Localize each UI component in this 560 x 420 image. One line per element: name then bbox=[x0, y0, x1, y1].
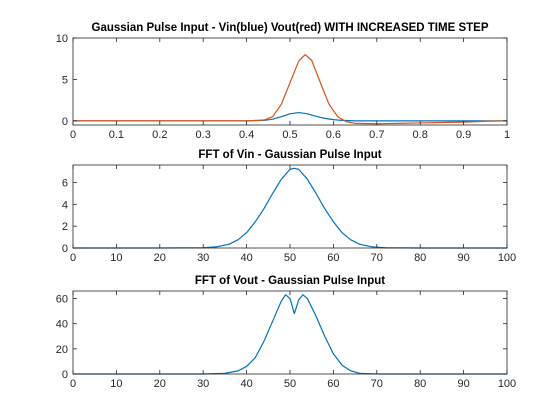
subplot-2-y-tick-label: 4 bbox=[62, 199, 68, 211]
subplot-3-x-tick-label: 90 bbox=[457, 378, 469, 390]
subplot-3-y-tick-label: 40 bbox=[56, 319, 68, 331]
subplot-2-x-tick-label: 30 bbox=[197, 252, 209, 264]
subplot-1-series-1-line bbox=[73, 113, 507, 121]
subplot-2-x-tick-label: 20 bbox=[154, 252, 166, 264]
subplot-1-x-tick-label: 0.6 bbox=[326, 129, 341, 141]
subplot-3-x-tick-label: 40 bbox=[240, 378, 252, 390]
subplot-2-y-tick-label: 2 bbox=[62, 221, 68, 233]
subplot-3-x-tick-label: 70 bbox=[371, 378, 383, 390]
subplot-1-x-tick-label: 0.3 bbox=[196, 129, 211, 141]
subplot-3-y-tick-label: 20 bbox=[56, 344, 68, 356]
subplot-2-x-tick-label: 60 bbox=[327, 252, 339, 264]
subplot-2-y-tick-label: 6 bbox=[62, 177, 68, 189]
subplot-1-x-tick-label: 0.5 bbox=[282, 129, 297, 141]
subplot-1-x-tick-label: 0.4 bbox=[239, 129, 254, 141]
subplot-3-series-1-line bbox=[73, 295, 507, 374]
subplot-1-x-tick-label: 0.7 bbox=[369, 129, 384, 141]
subplot-time-domain: Gaussian Pulse Input - Vin(blue) Vout(re… bbox=[56, 22, 510, 141]
subplot-3-axes-box bbox=[73, 291, 507, 374]
subplot-fft-vin: FFT of Vin - Gaussian Pulse Input 0 10 20 3… bbox=[62, 149, 516, 264]
subplot-3-x-tick-label: 0 bbox=[70, 378, 76, 390]
subplot-3-x-tick-label: 100 bbox=[498, 378, 516, 390]
subplot-2-y-tick-label: 0 bbox=[62, 243, 68, 255]
subplot-1-x-tick-label: 0.8 bbox=[413, 129, 428, 141]
subplot-2-x-tick-label: 90 bbox=[457, 252, 469, 264]
subplot-3-x-tick-label: 30 bbox=[197, 378, 209, 390]
subplot-fft-vout: FFT of Vout - Gaussian Pulse Input 0 10 20… bbox=[56, 275, 516, 390]
subplot-2-series-1-line bbox=[73, 168, 507, 248]
subplot-1-y-tick-label: 10 bbox=[56, 33, 68, 45]
subplot-2-x-tick-label: 10 bbox=[110, 252, 122, 264]
subplot-1-x-tick-label: 0.2 bbox=[152, 129, 167, 141]
subplot-2-x-tick-label: 0 bbox=[70, 252, 76, 264]
subplot-2-axes-box bbox=[73, 165, 507, 248]
subplot-2-x-tick-label: 80 bbox=[414, 252, 426, 264]
subplot-1-x-tick-label: 0 bbox=[70, 129, 76, 141]
subplot-1-y-tick-label: 5 bbox=[62, 74, 68, 86]
subplot-1-y-tick-label: 0 bbox=[62, 116, 68, 128]
subplot-1-x-tick-label: 1 bbox=[504, 129, 510, 141]
subplot-2-plot-area: 0 10 20 30 40 50 60 70 80 90 100 0 2 4 6 bbox=[62, 165, 516, 264]
subplot-2-x-tick-label: 100 bbox=[498, 252, 516, 264]
subplot-3-plot-area: 0 10 20 30 40 50 60 70 80 90 100 0 20 40 60 bbox=[56, 291, 516, 390]
subplot-3-title: FFT of Vout - Gaussian Pulse Input bbox=[195, 275, 385, 287]
subplot-2-x-tick-label: 40 bbox=[240, 252, 252, 264]
subplot-2-x-tick-label: 70 bbox=[371, 252, 383, 264]
subplot-2-x-tick-label: 50 bbox=[284, 252, 296, 264]
subplot-1-x-tick-label: 0.9 bbox=[456, 129, 471, 141]
subplot-1-title: Gaussian Pulse Input - Vin(blue) Vout(re… bbox=[92, 22, 489, 34]
subplot-3-x-tick-label: 80 bbox=[414, 378, 426, 390]
subplot-3-y-tick-label: 60 bbox=[56, 294, 68, 306]
subplot-3-x-tick-label: 50 bbox=[284, 378, 296, 390]
subplot-1-x-tick-label: 0.1 bbox=[109, 129, 124, 141]
subplot-3-x-tick-label: 60 bbox=[327, 378, 339, 390]
subplot-3-x-tick-label: 10 bbox=[110, 378, 122, 390]
subplot-2-title: FFT of Vin - Gaussian Pulse Input bbox=[198, 149, 381, 161]
subplot-3-y-tick-label: 0 bbox=[62, 369, 68, 381]
subplot-3-x-tick-label: 20 bbox=[154, 378, 166, 390]
